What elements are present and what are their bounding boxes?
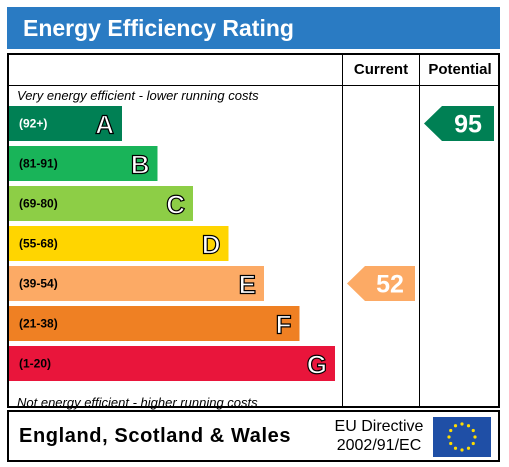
band-g-bar [9, 346, 335, 381]
eu-star [453, 446, 458, 450]
divider-current [342, 55, 343, 406]
divider-potential [419, 55, 420, 406]
rating-chart: Current Potential Very energy efficient … [7, 53, 500, 410]
directive-line-2: 2002/91/EC [336, 437, 422, 454]
band-e-bar [9, 266, 264, 301]
eu-star [460, 422, 464, 426]
eu-star [453, 424, 458, 428]
eu-star [449, 428, 453, 433]
band-a-bar [9, 106, 122, 141]
band-c-bar [9, 186, 193, 221]
band-d-letter: D [202, 230, 221, 260]
band-g-range: (1-20) [19, 357, 51, 371]
eu-star [466, 446, 471, 450]
eu-flag-icon [433, 417, 491, 457]
eu-star [471, 441, 475, 446]
eu-star [460, 448, 464, 452]
eu-star [466, 424, 471, 428]
band-d-range: (55-68) [19, 237, 58, 251]
footer: England, Scotland & Wales EU Directive 2… [7, 410, 500, 462]
current-rating-arrow [347, 266, 415, 301]
band-f-letter: F [276, 310, 292, 340]
band-a-letter: A [95, 110, 114, 140]
column-header-potential: Potential [428, 61, 492, 78]
band-c-letter: C [166, 190, 185, 220]
footer-country: England, Scotland & Wales [19, 425, 292, 447]
band-f-range: (21-38) [19, 317, 58, 331]
eu-star [473, 435, 477, 439]
top-note: Very energy efficient - lower running co… [17, 88, 259, 103]
bottom-note: Not energy efficient - higher running co… [17, 395, 258, 410]
band-d-bar [9, 226, 229, 261]
band-b-range: (81-91) [19, 157, 58, 171]
band-b-letter: B [131, 150, 150, 180]
chart-title: Energy Efficiency Rating [7, 7, 500, 49]
rating-bars: (92+) A (81-91) B (69-80) C (55-68) D (39-54) E (2… [9, 106, 494, 381]
eu-star [471, 428, 475, 433]
current-rating-value: 52 [376, 271, 404, 299]
column-header-current: Current [353, 61, 409, 78]
potential-rating-value: 95 [454, 111, 482, 139]
header-divider [9, 85, 498, 86]
band-g-letter: G [307, 350, 327, 380]
band-e-letter: E [239, 270, 256, 300]
band-e-range: (39-54) [19, 277, 58, 291]
potential-rating-arrow [424, 106, 494, 141]
band-a-range: (92+) [19, 117, 47, 131]
band-f-bar [9, 306, 300, 341]
footer-directive: EU Directive 2002/91/EC [327, 417, 431, 455]
band-c-range: (69-80) [19, 197, 58, 211]
band-b-bar [9, 146, 158, 181]
eu-star [447, 435, 451, 439]
eu-star [449, 441, 453, 446]
directive-line-1: EU Directive [334, 418, 424, 435]
